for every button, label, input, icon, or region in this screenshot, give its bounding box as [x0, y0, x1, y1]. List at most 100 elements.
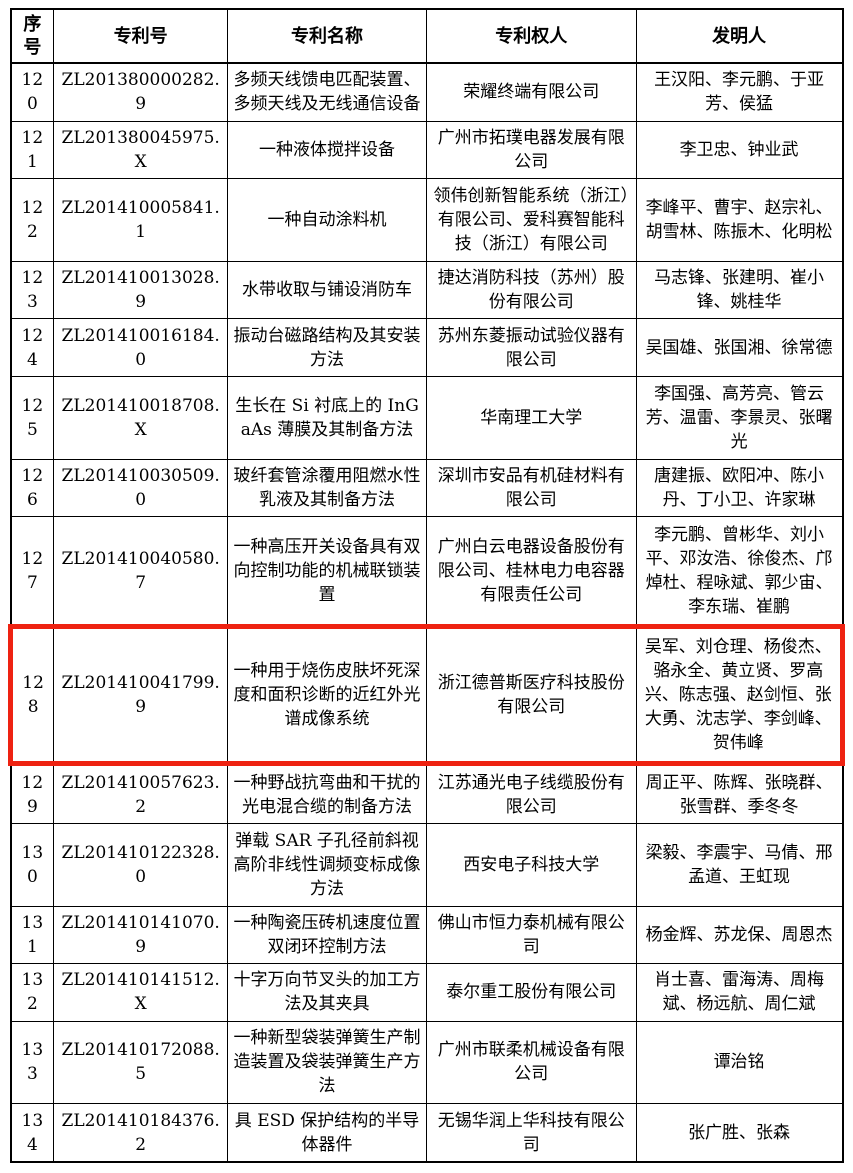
cell-patentee: 江苏通光电子线缆股份有限公司 [425, 763, 637, 824]
cell-patentee: 领伟创新智能系统（浙江）有限公司、爱科赛智能科技（浙江）有限公司 [425, 178, 637, 262]
cell-patent-name: 生长在 Si 衬底上的 InGaAs 薄膜及其制备方法 [227, 375, 427, 460]
cell-inventors: 杨金辉、苏龙保、周恩杰 [635, 905, 844, 965]
table-row: 127 ZL201410040580.7 一种高压开关设备具有双向控制功能的机械… [9, 516, 844, 628]
cell-patent-name: 一种自动涂料机 [227, 178, 427, 262]
cell-patent-no: ZL201410030509.0 [53, 458, 229, 518]
table-row: 122 ZL201410005841.1 一种自动涂料机 领伟创新智能系统（浙江… [9, 178, 844, 262]
cell-no: 128 [7, 624, 55, 767]
table-row: 128 ZL201410041799.9 一种用于烧伤皮肤坏死深度和面积诊断的近… [7, 624, 846, 767]
table-row: 126 ZL201410030509.0 玻纤套管涂覆用阻燃水性乳液及其制备方法… [9, 458, 844, 518]
header-cell-patentee: 专利权人 [425, 8, 637, 64]
cell-inventors: 吴国雄、张国湘、徐常德 [635, 318, 844, 377]
cell-patent-no: ZL201410141070.9 [53, 905, 229, 965]
table-row: 134 ZL201410184376.2 具 ESD 保护结构的半导体器件 无锡… [9, 1103, 844, 1163]
cell-patent-no: ZL201410057623.2 [53, 763, 229, 824]
cell-inventors: 吴军、刘仓理、杨俊杰、骆永全、黄立贤、罗高兴、陈志强、赵剑恒、张大勇、沈志学、李… [635, 624, 846, 767]
cell-patentee: 深圳市安品有机硅材料有限公司 [425, 458, 637, 518]
cell-patentee: 佛山市恒力泰机械有限公司 [425, 905, 637, 965]
table-row: 120 ZL201380000282.9 多频天线馈电匹配装置、多频天线及无线通… [9, 62, 844, 122]
cell-patent-no: ZL201410016184.0 [53, 318, 229, 377]
cell-inventors: 张广胜、张森 [635, 1103, 844, 1163]
cell-no: 122 [9, 178, 55, 262]
cell-patent-no: ZL201410122328.0 [53, 822, 229, 907]
cell-patentee: 广州市联柔机械设备有限公司 [425, 1020, 637, 1105]
cell-inventors: 马志锋、张建明、崔小锋、姚桂华 [635, 260, 844, 320]
cell-patent-no: ZL201410040580.7 [53, 516, 229, 628]
cell-patent-no: ZL201410018708.X [53, 375, 229, 460]
patent-table-body: 120 ZL201380000282.9 多频天线馈电匹配装置、多频天线及无线通… [7, 62, 846, 1163]
cell-patent-name: 玻纤套管涂覆用阻燃水性乳液及其制备方法 [227, 458, 427, 518]
cell-patent-name: 多频天线馈电匹配装置、多频天线及无线通信设备 [227, 62, 427, 122]
cell-no: 131 [9, 905, 55, 965]
cell-patent-name: 十字万向节叉头的加工方法及其夹具 [227, 963, 427, 1022]
cell-no: 125 [9, 375, 55, 460]
cell-patent-name: 具 ESD 保护结构的半导体器件 [227, 1103, 427, 1163]
cell-inventors: 唐建振、欧阳冲、陈小丹、丁小卫、许家琳 [635, 458, 844, 518]
cell-patent-no: ZL201410005841.1 [53, 178, 229, 262]
table-row: 123 ZL201410013028.9 水带收取与铺设消防车 捷达消防科技（苏… [9, 260, 844, 320]
cell-inventors: 王汉阳、李元鹏、于亚芳、侯猛 [635, 62, 844, 122]
table-row: 129 ZL201410057623.2 一种野战抗弯曲和干扰的光电混合缆的制备… [9, 763, 844, 824]
cell-patent-name: 振动台磁路结构及其安装方法 [227, 318, 427, 377]
cell-patent-name: 一种用于烧伤皮肤坏死深度和面积诊断的近红外光谱成像系统 [227, 624, 427, 767]
table-row: 132 ZL201410141512.X 十字万向节叉头的加工方法及其夹具 泰尔… [9, 963, 844, 1022]
cell-inventors: 谭治铭 [635, 1020, 844, 1105]
cell-patentee: 苏州东菱振动试验仪器有限公司 [425, 318, 637, 377]
cell-no: 129 [9, 763, 55, 824]
table-row: 125 ZL201410018708.X 生长在 Si 衬底上的 InGaAs … [9, 375, 844, 460]
cell-inventors: 李卫忠、钟业武 [635, 120, 844, 180]
header-cell-patent-no: 专利号 [53, 8, 229, 64]
cell-patent-name: 一种野战抗弯曲和干扰的光电混合缆的制备方法 [227, 763, 427, 824]
cell-patent-name: 一种陶瓷压砖机速度位置双闭环控制方法 [227, 905, 427, 965]
table-row: 131 ZL201410141070.9 一种陶瓷压砖机速度位置双闭环控制方法 … [9, 905, 844, 965]
cell-no: 120 [9, 62, 55, 122]
cell-patent-name: 一种液体搅拌设备 [227, 120, 427, 180]
table-row: 124 ZL201410016184.0 振动台磁路结构及其安装方法 苏州东菱振… [9, 318, 844, 377]
table-row: 130 ZL201410122328.0 弹载 SAR 子孔径前斜视高阶非线性调… [9, 822, 844, 907]
header-cell-patent-name: 专利名称 [227, 8, 427, 64]
cell-patentee: 华南理工大学 [425, 375, 637, 460]
table-row: 133 ZL201410172088.5 一种新型袋装弹簧生产制造装置及袋装弹簧… [9, 1020, 844, 1105]
cell-inventors: 李峰平、曹宇、赵宗礼、胡雪林、陈振木、化明松 [635, 178, 844, 262]
cell-patent-no: ZL201410041799.9 [53, 624, 229, 767]
cell-patentee: 广州市拓璞电器发展有限公司 [425, 120, 637, 180]
cell-patent-name: 水带收取与铺设消防车 [227, 260, 427, 320]
cell-no: 127 [9, 516, 55, 628]
cell-patent-name: 弹载 SAR 子孔径前斜视高阶非线性调频变标成像方法 [227, 822, 427, 907]
cell-no: 124 [9, 318, 55, 377]
cell-patent-no: ZL201380000282.9 [53, 62, 229, 122]
cell-patent-no: ZL201410184376.2 [53, 1103, 229, 1163]
cell-inventors: 肖士喜、雷海涛、周梅斌、杨远航、周仁斌 [635, 963, 844, 1022]
header-row: 序号 专利号 专利名称 专利权人 发明人 [9, 8, 844, 64]
cell-patentee: 西安电子科技大学 [425, 822, 637, 907]
cell-no: 130 [9, 822, 55, 907]
cell-patent-no: ZL201410141512.X [53, 963, 229, 1022]
cell-no: 132 [9, 963, 55, 1022]
patent-table-header: 序号 专利号 专利名称 专利权人 发明人 [9, 8, 844, 64]
cell-patent-no: ZL201410172088.5 [53, 1020, 229, 1105]
cell-patent-no: ZL201410013028.9 [53, 260, 229, 320]
cell-patentee: 浙江德普斯医疗科技股份有限公司 [425, 624, 637, 767]
cell-patentee: 泰尔重工股份有限公司 [425, 963, 637, 1022]
cell-patentee: 捷达消防科技（苏州）股份有限公司 [425, 260, 637, 320]
header-cell-no: 序号 [9, 8, 55, 64]
cell-patent-name: 一种新型袋装弹簧生产制造装置及袋装弹簧生产方法 [227, 1020, 427, 1105]
cell-inventors: 李国强、高芳亮、管云芳、温雷、李景灵、张曙光 [635, 375, 844, 460]
cell-patentee: 广州白云电器设备股份有限公司、桂林电力电容器有限责任公司 [425, 516, 637, 628]
header-cell-inventors: 发明人 [635, 8, 844, 64]
cell-no: 121 [9, 120, 55, 180]
table-row: 121 ZL201380045975.X 一种液体搅拌设备 广州市拓璞电器发展有… [9, 120, 844, 180]
cell-no: 123 [9, 260, 55, 320]
patent-table: 序号 专利号 专利名称 专利权人 发明人 120 ZL201380000282.… [7, 8, 846, 1163]
cell-patent-name: 一种高压开关设备具有双向控制功能的机械联锁装置 [227, 516, 427, 628]
cell-inventors: 梁毅、李震宇、马倩、邢孟道、王虹现 [635, 822, 844, 907]
cell-inventors: 李元鹏、曾彬华、刘小平、邓汝浩、徐俊杰、邝焯杜、程咏斌、郭少宙、李东瑞、崔鹏 [635, 516, 844, 628]
cell-no: 133 [9, 1020, 55, 1105]
cell-no: 126 [9, 458, 55, 518]
cell-patentee: 荣耀终端有限公司 [425, 62, 637, 122]
cell-patent-no: ZL201380045975.X [53, 120, 229, 180]
cell-inventors: 周正平、陈辉、张晓群、张雪群、季冬冬 [635, 763, 844, 824]
cell-patentee: 无锡华润上华科技有限公司 [425, 1103, 637, 1163]
cell-no: 134 [9, 1103, 55, 1163]
